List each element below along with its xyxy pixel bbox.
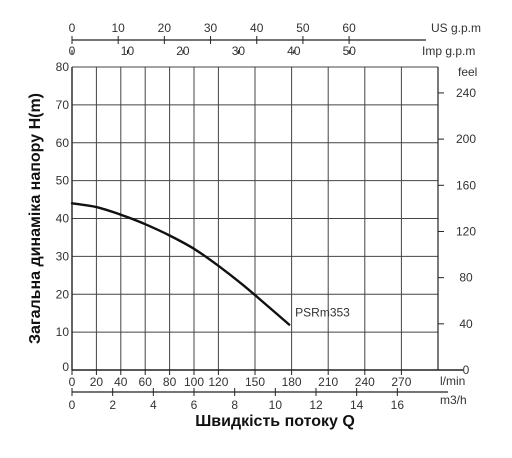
x-tick-label: 240 (355, 375, 375, 389)
m3h-tick-label: 6 (191, 398, 198, 412)
m3h-tick-label: 2 (109, 398, 116, 412)
us-gpm-tick-label: 50 (296, 21, 310, 35)
us-gpm-tick-label: 20 (158, 21, 172, 35)
imp-gpm-tick-label: 40 (287, 44, 301, 58)
us-gpm-unit-label: US g.p.m (431, 21, 481, 35)
y-tick-label: 70 (56, 98, 70, 112)
y2-tick-label: 200 (456, 132, 476, 146)
imp-gpm-unit-label: Imp g.p.m (422, 44, 475, 58)
y-tick-label: 20 (56, 287, 70, 301)
y2-tick-label: 120 (456, 224, 476, 238)
y-tick-label: 80 (56, 60, 70, 74)
y2-tick-label: 40 (459, 317, 473, 331)
x-tick-label: 0 (69, 375, 76, 389)
m3h-unit-label: m3/h (440, 393, 467, 407)
x-tick-label: 150 (245, 375, 265, 389)
series-line-psrm353 (70, 202, 291, 326)
m3h-tick-label: 0 (69, 398, 76, 412)
y-tick-label: 40 (56, 212, 70, 226)
y2-tick-label: 160 (456, 178, 476, 192)
y2-tick-label: 0 (463, 363, 470, 377)
m3h-tick-label: 4 (150, 398, 157, 412)
imp-gpm-tick-label: 30 (232, 44, 246, 58)
x-tick-label: 80 (163, 375, 177, 389)
y-tick-label: 60 (56, 136, 70, 150)
x-tick-label: 20 (90, 375, 104, 389)
x-unit-label: l/min (440, 374, 465, 388)
imp-gpm-tick-label: 20 (176, 44, 190, 58)
x-tick-label: 270 (391, 375, 411, 389)
imp-gpm-tick-label: 50 (343, 44, 357, 58)
x-axis-title: Швидкість потоку Q (195, 413, 355, 430)
y2-tick-label: 80 (459, 271, 473, 285)
x-tick-label: 120 (208, 375, 228, 389)
x-tick-label: 100 (184, 375, 204, 389)
y-tick-label: 30 (56, 249, 70, 263)
y2-unit-label: feel (458, 65, 477, 79)
y-tick-label: 10 (56, 325, 70, 339)
us-gpm-tick-label: 60 (342, 21, 356, 35)
m3h-tick-label: 8 (231, 398, 238, 412)
x-tick-label: 60 (139, 375, 153, 389)
imp-gpm-tick-label: 10 (121, 44, 135, 58)
y-axis-title: Загальна динаміка напору H(m) (27, 93, 44, 344)
us-gpm-tick-label: 0 (69, 21, 76, 35)
x-tick-label: 180 (282, 375, 302, 389)
imp-gpm-tick-label: 0 (69, 44, 76, 58)
m3h-tick-label: 12 (309, 398, 323, 412)
x-tick-label: 210 (318, 375, 338, 389)
us-gpm-tick-label: 10 (112, 21, 126, 35)
series-label: PSRm353 (295, 306, 350, 320)
m3h-tick-label: 10 (269, 398, 283, 412)
x-tick-label: 40 (114, 375, 128, 389)
us-gpm-tick-label: 40 (250, 21, 264, 35)
y2-tick-label: 240 (456, 86, 476, 100)
y-tick-label: 0 (62, 360, 69, 374)
us-gpm-tick-label: 30 (204, 21, 218, 35)
y-tick-label: 50 (56, 174, 70, 188)
m3h-tick-label: 16 (391, 398, 405, 412)
m3h-tick-label: 14 (350, 398, 364, 412)
